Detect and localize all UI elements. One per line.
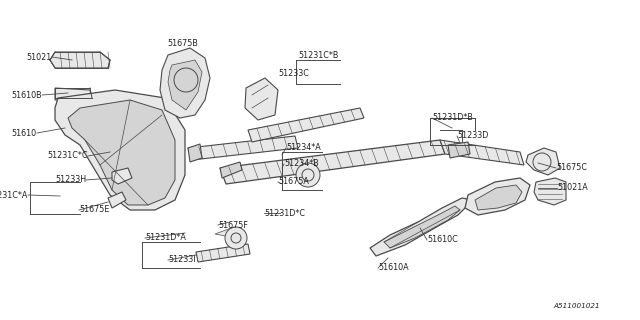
Polygon shape xyxy=(188,144,202,162)
Polygon shape xyxy=(188,136,298,160)
Text: 51021: 51021 xyxy=(27,52,52,61)
Polygon shape xyxy=(50,52,110,68)
Text: 51675B: 51675B xyxy=(167,39,198,49)
Text: 51231D*A: 51231D*A xyxy=(145,234,186,243)
Text: 51234*B: 51234*B xyxy=(284,159,319,169)
Polygon shape xyxy=(168,60,202,110)
Polygon shape xyxy=(440,140,524,165)
Polygon shape xyxy=(296,163,316,174)
Polygon shape xyxy=(475,185,522,210)
Text: A511001021: A511001021 xyxy=(554,303,600,309)
Text: 51675A: 51675A xyxy=(278,178,309,187)
Text: 51231D*C: 51231D*C xyxy=(264,209,305,218)
Text: 51610: 51610 xyxy=(12,129,37,138)
Text: 51675C: 51675C xyxy=(556,164,587,172)
Polygon shape xyxy=(68,100,175,205)
Text: 51231C*C: 51231C*C xyxy=(47,151,88,161)
Polygon shape xyxy=(220,162,242,178)
Polygon shape xyxy=(534,178,566,205)
Polygon shape xyxy=(465,178,530,215)
Text: 51675F: 51675F xyxy=(218,220,248,229)
Polygon shape xyxy=(55,88,92,100)
Polygon shape xyxy=(55,90,185,210)
Text: 51610B: 51610B xyxy=(12,91,42,100)
Text: 51231C*B: 51231C*B xyxy=(298,51,339,60)
Polygon shape xyxy=(160,48,210,118)
Polygon shape xyxy=(526,148,560,175)
Polygon shape xyxy=(370,198,472,256)
Text: 51021A: 51021A xyxy=(557,183,588,193)
Polygon shape xyxy=(248,108,364,142)
Text: 51233H: 51233H xyxy=(55,175,86,185)
Text: 51233C: 51233C xyxy=(278,69,309,78)
Text: 51610C: 51610C xyxy=(427,236,458,244)
Polygon shape xyxy=(108,192,126,208)
Text: 51675E: 51675E xyxy=(79,205,109,214)
Polygon shape xyxy=(220,140,445,184)
Polygon shape xyxy=(384,206,460,248)
Text: 51233I: 51233I xyxy=(168,255,195,265)
Polygon shape xyxy=(245,78,278,120)
Polygon shape xyxy=(112,168,132,184)
Circle shape xyxy=(533,153,551,171)
Text: 51234*A: 51234*A xyxy=(286,143,321,153)
Text: 51231D*B: 51231D*B xyxy=(432,114,473,123)
Polygon shape xyxy=(196,244,250,262)
Polygon shape xyxy=(448,142,470,158)
Text: 51610A: 51610A xyxy=(378,263,408,273)
Text: 51233D: 51233D xyxy=(457,132,488,140)
Circle shape xyxy=(296,163,320,187)
Polygon shape xyxy=(215,227,240,238)
Circle shape xyxy=(225,227,247,249)
Text: 51231C*A: 51231C*A xyxy=(0,190,28,199)
